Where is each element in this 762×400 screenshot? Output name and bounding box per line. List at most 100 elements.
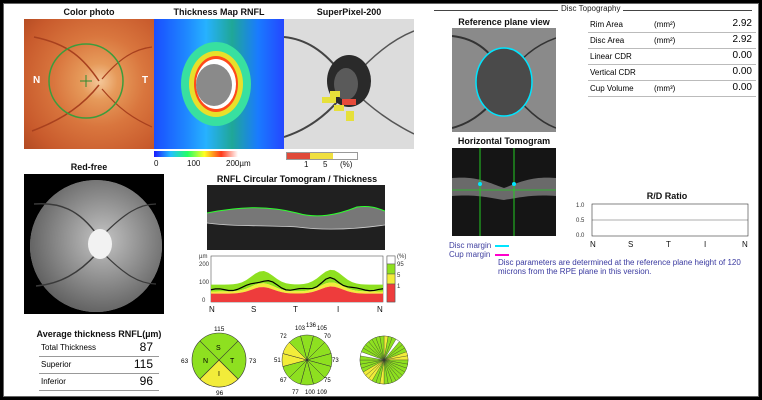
disc-margin-swatch <box>495 245 509 247</box>
superpixel-scale-1: 1 <box>304 160 309 169</box>
quadrant-center-i: I <box>218 371 220 378</box>
nasal-label: N <box>33 75 41 86</box>
vertical-cdr-value: 0.00 <box>732 66 752 77</box>
rnfl-x-i: I <box>337 305 339 314</box>
rnfl-circular-title: RNFL Circular Tomogram / Thickness <box>216 174 378 184</box>
rd-x-s: S <box>628 240 633 249</box>
reference-plane-image <box>452 28 556 132</box>
disc-row-rim-area: Rim Area (mm²) 2.92 <box>588 18 756 33</box>
quadrant-value-bottom: 96 <box>216 390 224 396</box>
disc-topography-header: Disc Topography <box>434 4 754 16</box>
disc-row-linear-cdr: Linear CDR 0.00 <box>588 50 756 65</box>
color-fundus-photo: N T <box>24 19 154 149</box>
thickness-scale-0: 0 <box>154 159 159 168</box>
rd-x-n1: N <box>590 240 596 249</box>
rd-x-i: I <box>704 240 706 249</box>
vertical-cdr-label: Vertical CDR <box>590 68 636 77</box>
clock-sector <box>288 335 308 361</box>
quadrant-center-n: N <box>203 358 208 365</box>
clock-hour-chart: 103 136 105 72 70 51 73 67 75 77 100 109 <box>274 323 339 396</box>
horizontal-tomogram-image <box>452 148 556 236</box>
cup-margin-swatch <box>495 254 509 256</box>
avg-value-superior: 115 <box>133 357 153 371</box>
rnfl-thickness-chart: µm 200 100 0 (%) 95 5 1 N S T I N <box>199 254 406 314</box>
rd-ratio-title: R/D Ratio <box>646 191 688 201</box>
reference-plane-note: Disc parameters are determined at the re… <box>498 258 741 276</box>
clock-value-2: 105 <box>317 326 328 332</box>
disc-margin-label: Disc margin <box>449 241 492 250</box>
disc-area-value: 2.92 <box>732 34 752 45</box>
clock-value-6: 73 <box>332 358 339 364</box>
thickness-scale-bar <box>154 151 238 157</box>
rnfl-abnormal-band <box>211 286 383 302</box>
reference-plane-title: Reference plane view <box>458 17 550 27</box>
superpixel-title: SuperPixel-200 <box>316 7 382 17</box>
rnfl-legend-unit: (%) <box>397 254 406 260</box>
redfree-title: Red-free <box>70 162 108 172</box>
disc-area-unit: (mm²) <box>654 36 676 45</box>
avg-thickness-table: Total Thickness 87 Superior 115 Inferior… <box>39 340 159 392</box>
disc-area-label: Disc Area <box>590 36 625 45</box>
rd-ratio-chart: 1.0 0.5 0.0 N S T I N <box>576 203 749 249</box>
superpixel-scale-bar <box>286 152 358 160</box>
clock-value-5: 51 <box>274 358 281 364</box>
quadrant-value-right: 73 <box>249 358 257 365</box>
horizontal-tomogram-title: Horizontal Tomogram <box>457 136 551 146</box>
rnfl-y-tick-200: 200 <box>199 262 210 268</box>
rd-x-t: T <box>666 240 671 249</box>
avg-row-inferior: Inferior 96 <box>39 374 159 391</box>
avg-label-inferior: Inferior <box>41 377 66 386</box>
cup-volume-label: Cup Volume <box>590 84 634 93</box>
rnfl-x-s: S <box>251 305 256 314</box>
clock-value-1: 136 <box>306 323 317 329</box>
clock-value-3: 72 <box>280 334 287 340</box>
quadrant-chart: S N T I 115 63 73 96 <box>181 326 257 396</box>
disc-topography-title: Disc Topography <box>558 4 624 13</box>
mini-sector <box>379 335 385 361</box>
rim-area-label: Rim Area <box>590 20 623 29</box>
thickness-map-image <box>154 19 284 149</box>
clock-value-11: 109 <box>317 390 328 396</box>
cup-margin-label: Cup margin <box>449 250 491 259</box>
avg-value-inferior: 96 <box>139 374 153 388</box>
rd-x-n2: N <box>742 240 748 249</box>
rnfl-y-tick-0: 0 <box>202 298 206 304</box>
color-photo-title: Color photo <box>63 7 115 17</box>
avg-label-total: Total Thickness <box>41 343 96 352</box>
rnfl-borderline-band <box>211 282 383 294</box>
thickness-scale-200: 200µm <box>226 159 251 168</box>
avg-thickness-title: Average thickness RNFL(µm) <box>36 329 162 339</box>
rnfl-y-unit: µm <box>199 254 207 260</box>
rnfl-legend-5: 5 <box>397 273 401 279</box>
temporal-label: T <box>142 75 149 86</box>
disc-row-disc-area: Disc Area (mm²) 2.92 <box>588 34 756 49</box>
rd-y-tick-05: 0.5 <box>576 218 585 224</box>
avg-row-superior: Superior 115 <box>39 357 159 374</box>
report-frame: Color photo N T Thickness Map RNFL 0 100… <box>3 3 759 397</box>
disc-row-cup-volume: Cup Volume (mm³) 0.00 <box>588 82 756 97</box>
sector-thickness-chart <box>359 335 409 385</box>
disc-topography-table: Rim Area (mm²) 2.92 Disc Area (mm²) 2.92… <box>588 18 756 98</box>
thickness-map-title: Thickness Map RNFL <box>173 7 265 17</box>
rnfl-y-tick-100: 100 <box>199 280 210 286</box>
cup-volume-value: 0.00 <box>732 82 752 93</box>
superpixel-scale-5: 5 <box>323 160 328 169</box>
clock-value-10: 100 <box>305 390 316 396</box>
rd-y-tick-1: 1.0 <box>576 203 585 209</box>
quadrant-center-t: T <box>230 358 235 365</box>
clock-value-4: 70 <box>324 334 331 340</box>
rd-y-tick-0: 0.0 <box>576 233 585 239</box>
avg-label-superior: Superior <box>41 360 72 369</box>
rnfl-legend-95: 95 <box>397 262 404 268</box>
superpixel-image <box>284 19 414 149</box>
rnfl-legend-1: 1 <box>397 284 401 290</box>
thickness-scale-100: 100 <box>187 159 201 168</box>
quadrant-center-s: S <box>216 345 221 352</box>
linear-cdr-value: 0.00 <box>732 50 752 61</box>
clock-value-0: 103 <box>295 326 306 332</box>
rnfl-normal-band <box>211 269 383 292</box>
avg-row-total: Total Thickness 87 <box>39 340 159 357</box>
rnfl-thickness-line <box>210 276 384 292</box>
avg-value-total: 87 <box>139 340 153 354</box>
redfree-image <box>24 174 164 314</box>
